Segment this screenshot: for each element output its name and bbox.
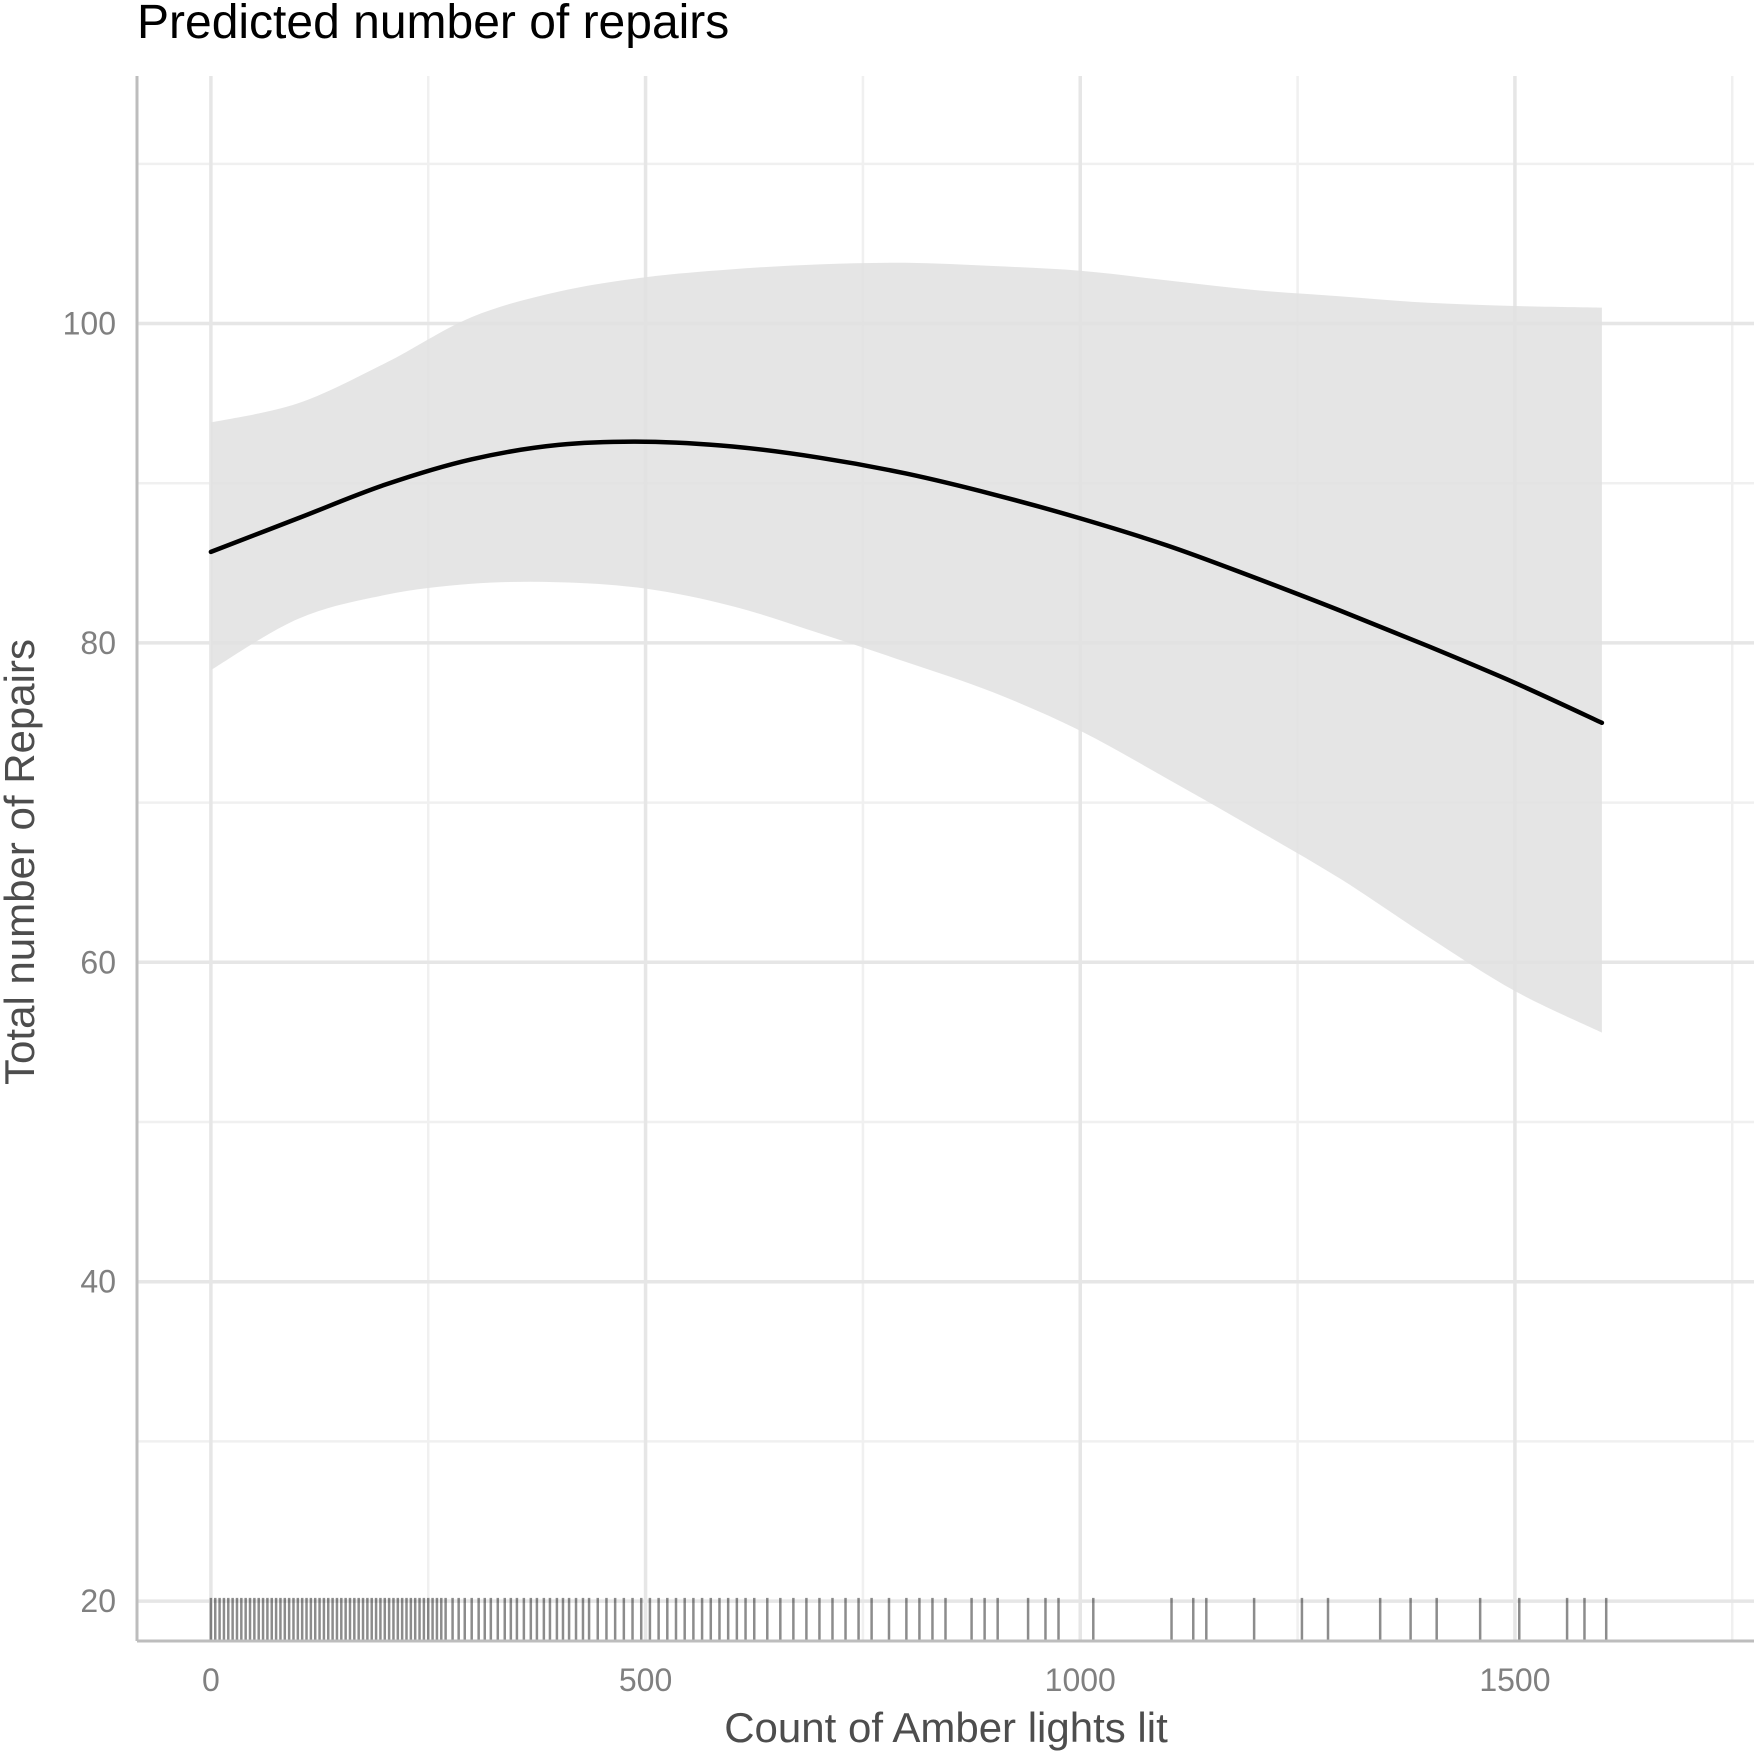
- y-axis-title: Total number of Repairs: [0, 639, 43, 1085]
- y-tick-label: 40: [80, 1264, 116, 1300]
- x-axis-title: Count of Amber lights lit: [724, 1704, 1168, 1751]
- chart-title: Predicted number of repairs: [137, 0, 729, 49]
- x-tick-label: 500: [619, 1662, 672, 1698]
- y-tick-label: 80: [80, 625, 116, 661]
- confidence-band: [210, 262, 1602, 1033]
- x-tick-labels: 0 500 1000 1500: [202, 1662, 1551, 1698]
- series-lines: [208, 439, 1605, 726]
- y-tick-labels: 20 40 60 80 100: [63, 306, 116, 1620]
- series-line: [208, 439, 1605, 726]
- y-tick-label: 20: [80, 1583, 116, 1619]
- y-tick-label: 100: [63, 306, 116, 342]
- confidence-band-area: [210, 262, 1602, 1033]
- rug-marks: [209, 1597, 1608, 1641]
- axes: [135, 76, 1754, 1643]
- x-tick-label: 1000: [1045, 1662, 1116, 1698]
- x-tick-label: 0: [202, 1662, 220, 1698]
- x-tick-label: 1500: [1479, 1662, 1550, 1698]
- y-tick-label: 60: [80, 944, 116, 980]
